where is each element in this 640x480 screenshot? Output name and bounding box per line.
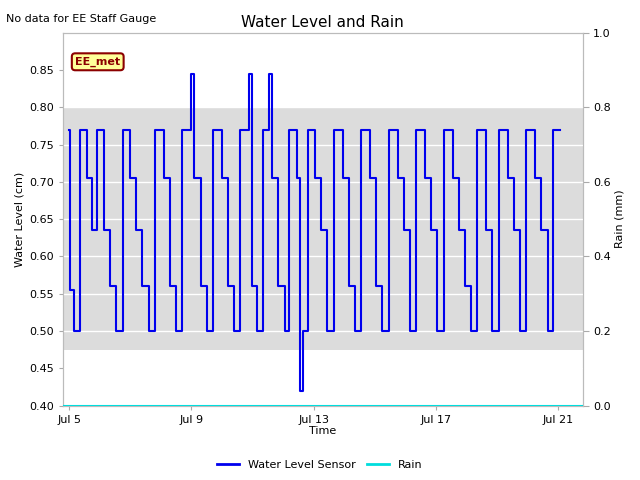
Y-axis label: Water Level (cm): Water Level (cm) bbox=[15, 171, 25, 267]
X-axis label: Time: Time bbox=[309, 426, 337, 436]
Legend: Water Level Sensor, Rain: Water Level Sensor, Rain bbox=[212, 456, 428, 474]
Title: Water Level and Rain: Water Level and Rain bbox=[241, 15, 404, 30]
Text: EE_met: EE_met bbox=[75, 57, 120, 67]
Y-axis label: Rain (mm): Rain (mm) bbox=[615, 190, 625, 249]
Bar bbox=[63, 107, 582, 350]
Text: No data for EE Staff Gauge: No data for EE Staff Gauge bbox=[6, 14, 157, 24]
